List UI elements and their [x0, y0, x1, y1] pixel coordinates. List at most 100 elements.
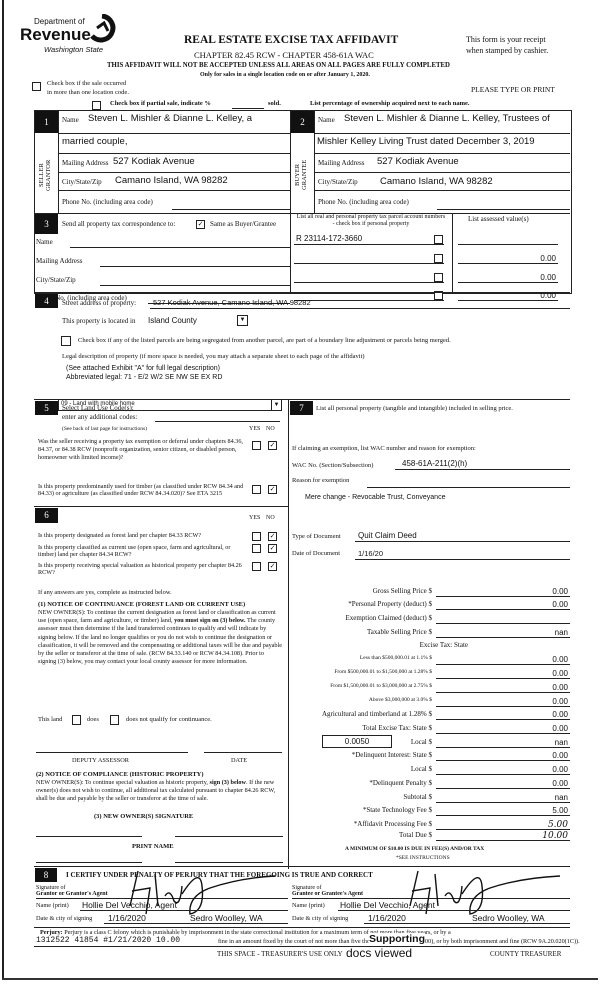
fee-value[interactable]: 10.00: [542, 831, 568, 841]
current-use-yes-checkbox[interactable]: [252, 544, 261, 553]
fee-value[interactable]: 0.00: [552, 779, 568, 788]
corr-city-field[interactable]: [100, 285, 290, 286]
buyer-name-field[interactable]: Steven L. Mishler & Dianne L. Kelley, Tr…: [344, 113, 550, 124]
forest-no-checkbox[interactable]: ✓: [268, 532, 277, 541]
historical-yes-checkbox[interactable]: [252, 562, 261, 571]
personal-property-checkbox[interactable]: [434, 273, 443, 282]
street-address-field[interactable]: 527 Kodiak Avenue, Camano Island, WA 982…: [153, 298, 311, 307]
land-use-select[interactable]: 09 - Land with mobile home ▼: [58, 399, 282, 411]
assessed-value-field[interactable]: 0.00: [540, 291, 556, 300]
current-use-no-checkbox[interactable]: ✓: [268, 544, 277, 553]
assessed-underline: [458, 282, 558, 283]
partial-percent-field[interactable]: [232, 108, 264, 109]
grantor-city-field[interactable]: Sedro Woolley, WA: [190, 913, 263, 923]
fee-value[interactable]: 5.00: [547, 820, 568, 830]
print-name-line-2[interactable]: [175, 862, 283, 863]
parcel-underline: [294, 282, 444, 283]
document-date-field[interactable]: 1/16/20: [358, 549, 384, 558]
buyer-side-label: BUYER GRANTEE: [294, 150, 308, 200]
new-owner-signature-line-1[interactable]: [36, 836, 142, 837]
same-as-buyer-checkbox[interactable]: ✓: [196, 220, 205, 229]
fee-value[interactable]: 0.00: [552, 600, 568, 609]
additional-codes-field[interactable]: [155, 421, 280, 422]
segregated-label: Check box if any of the listed parcels a…: [78, 337, 451, 344]
personal-property-checkbox[interactable]: [434, 254, 443, 263]
buyer-phone-field[interactable]: [437, 209, 570, 210]
fee-label: Gross Selling Price $: [372, 587, 432, 595]
buyer-mailing-field[interactable]: 527 Kodiak Avenue: [377, 156, 459, 167]
fee-value[interactable]: nan: [554, 628, 568, 637]
grantee-date-field[interactable]: 1/16/2020: [368, 913, 406, 923]
additional-codes-label: enter any additional codes:: [62, 413, 138, 421]
legal-description-line-1[interactable]: (See attached Exhibit "A" for full legal…: [66, 365, 220, 372]
personal-property-checkbox[interactable]: [434, 291, 443, 300]
deputy-assessor-signature-line[interactable]: [36, 752, 188, 753]
fee-value[interactable]: nan: [554, 793, 568, 802]
land-does-not-checkbox[interactable]: [110, 715, 119, 725]
fee-value[interactable]: 0.00: [552, 683, 568, 692]
assessed-value-field[interactable]: 0.00: [540, 254, 556, 263]
multi-location-checkbox[interactable]: [32, 82, 41, 91]
yes-header: YES: [249, 515, 261, 521]
grantee-signature-line[interactable]: [292, 898, 570, 899]
seller-name-field[interactable]: Steven L. Mishler & Dianne L. Kelley, a: [88, 113, 253, 124]
corr-name-field[interactable]: [70, 247, 290, 248]
document-type-field[interactable]: Quit Claim Deed: [358, 531, 417, 540]
row-line: [314, 153, 570, 154]
grantor-name-field[interactable]: Hollie Del Vecchio, Agent: [82, 900, 177, 910]
grantor-date-underline: [104, 923, 288, 924]
perjury-bottom: [34, 946, 570, 947]
buyer-name-field-2[interactable]: Mishler Kelley Living Trust dated Decemb…: [317, 136, 535, 147]
section8-top: [34, 866, 570, 867]
fee-value[interactable]: 0.00: [552, 710, 568, 719]
local-rate-field[interactable]: 0.0050: [322, 735, 392, 748]
fee-value[interactable]: 0.00: [552, 697, 568, 706]
land-use-dropdown-icon[interactable]: ▼: [271, 400, 281, 410]
exemption-no-checkbox[interactable]: ✓: [268, 441, 277, 450]
yes-header: YES: [249, 426, 261, 432]
county-dropdown-icon[interactable]: ▼: [237, 315, 248, 326]
reason-field[interactable]: Mere change - Revocable Trust, Conveyanc…: [305, 494, 446, 501]
land-does-checkbox[interactable]: [72, 715, 81, 725]
assessed-value-field[interactable]: 0.00: [540, 273, 556, 282]
grantee-name-field[interactable]: Hollie Del Vecchio, Agent: [340, 900, 435, 910]
corr-phone-field[interactable]: [148, 303, 290, 304]
seller-mailing-field[interactable]: 527 Kodiak Avenue: [113, 156, 195, 167]
forest-yes-checkbox[interactable]: [252, 532, 261, 541]
grantee-city-field[interactable]: Sedro Woolley, WA: [472, 913, 545, 923]
fee-underline: [436, 747, 570, 748]
print-name-line-1[interactable]: [36, 862, 142, 863]
segregated-checkbox[interactable]: [61, 336, 71, 346]
legal-description-line-2[interactable]: Abbreviated legal: 71 - E/2 W/2 SE NW SE…: [66, 374, 223, 381]
fee-value[interactable]: 0.00: [552, 751, 568, 760]
section-7-badge: 7: [290, 401, 313, 415]
grantor-date-field[interactable]: 1/16/2020: [108, 913, 146, 923]
assessor-date-line[interactable]: [204, 752, 282, 753]
timber-no-checkbox[interactable]: ✓: [268, 485, 277, 494]
fee-value[interactable]: 0.00: [552, 724, 568, 733]
corr-mailing-field[interactable]: [100, 266, 290, 267]
wac-field[interactable]: 458-61A-211(2)(h): [402, 459, 468, 468]
county-select[interactable]: Island County: [148, 316, 197, 325]
seller-name-field-2[interactable]: married couple,: [62, 136, 128, 147]
buyer-city-field[interactable]: Camano Island, WA 98282: [380, 176, 493, 187]
historical-no-checkbox[interactable]: ✓: [268, 562, 277, 571]
sold-label: sold.: [268, 100, 281, 107]
assessed-underline: [458, 244, 558, 245]
notice1-bold: you must sign on (3) below.: [174, 617, 246, 625]
fee-value[interactable]: 0.00: [552, 655, 568, 664]
fee-value[interactable]: 0.00: [552, 669, 568, 678]
exemption-yes-checkbox[interactable]: [252, 441, 261, 450]
fee-value[interactable]: 0.00: [552, 587, 568, 596]
parcel-number-field[interactable]: R 23114-172-3660: [296, 234, 363, 243]
fee-value[interactable]: 5.00: [552, 806, 568, 815]
fee-value[interactable]: 0.00: [552, 765, 568, 774]
new-owner-signature-line-2[interactable]: [175, 836, 283, 837]
fee-value[interactable]: nan: [554, 738, 568, 747]
seller-phone-field[interactable]: [172, 209, 290, 210]
seller-city-field[interactable]: Camano Island, WA 98282: [115, 175, 228, 186]
grantor-signature-line[interactable]: [36, 898, 288, 899]
timber-yes-checkbox[interactable]: [252, 485, 261, 494]
personal-property-checkbox[interactable]: [434, 235, 443, 244]
partial-sale-checkbox[interactable]: [92, 101, 101, 110]
